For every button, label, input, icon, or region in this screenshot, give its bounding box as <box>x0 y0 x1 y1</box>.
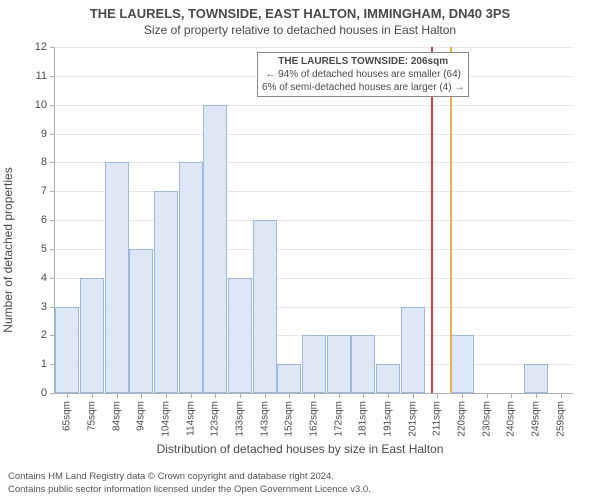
chart-title-main: THE LAURELS, TOWNSIDE, EAST HALTON, IMMI… <box>0 0 600 21</box>
x-tick-label: 75sqm <box>87 393 98 431</box>
chart-plot-area: 012345678910111265sqm75sqm84sqm94sqm104s… <box>54 47 573 394</box>
info-box-header: THE LAURELS TOWNSIDE: 206sqm <box>262 55 464 68</box>
info-box-line: ← 94% of detached houses are smaller (64… <box>262 68 464 81</box>
y-tick-label: 1 <box>17 358 55 370</box>
info-box: THE LAURELS TOWNSIDE: 206sqm← 94% of det… <box>257 52 469 97</box>
histogram-bar <box>228 278 252 393</box>
x-tick-label: 259sqm <box>555 393 566 437</box>
x-tick-label: 249sqm <box>531 393 542 437</box>
histogram-bar <box>351 335 375 393</box>
x-tick-label: 240sqm <box>506 393 517 437</box>
histogram-bar <box>401 307 425 394</box>
y-tick-label: 4 <box>17 272 55 284</box>
footer-line-1: Contains HM Land Registry data © Crown c… <box>8 471 371 483</box>
y-axis-label: Number of detached properties <box>1 85 15 250</box>
x-tick-label: 94sqm <box>136 393 147 431</box>
histogram-bar <box>105 162 129 393</box>
x-tick-label: 104sqm <box>161 393 172 437</box>
y-tick-label: 2 <box>17 329 55 341</box>
x-tick-label: 201sqm <box>407 393 418 437</box>
x-tick-label: 114sqm <box>185 393 196 436</box>
x-tick-label: 181sqm <box>358 393 369 437</box>
histogram-bar <box>524 364 548 393</box>
x-tick-label: 191sqm <box>383 393 394 437</box>
footer-line-2: Contains public sector information licen… <box>8 484 371 496</box>
x-tick-label: 65sqm <box>62 393 73 431</box>
info-box-line: 6% of semi-detached houses are larger (4… <box>262 81 464 94</box>
y-tick-label: 10 <box>17 99 55 111</box>
x-tick-label: 123sqm <box>210 393 221 437</box>
y-tick-label: 8 <box>17 156 55 168</box>
x-tick-label: 162sqm <box>309 393 320 437</box>
histogram-bar <box>203 105 227 393</box>
histogram-bar <box>253 220 277 393</box>
histogram-bar <box>450 335 474 393</box>
histogram-bar <box>154 191 178 393</box>
x-tick-label: 172sqm <box>333 393 344 437</box>
chart-title-sub: Size of property relative to detached ho… <box>0 21 600 37</box>
histogram-bar <box>80 278 104 393</box>
histogram-bar <box>327 335 351 393</box>
x-axis-label: Distribution of detached houses by size … <box>0 442 600 456</box>
x-tick-label: 211sqm <box>432 393 443 436</box>
histogram-bar <box>129 249 153 393</box>
y-tick-label: 7 <box>17 185 55 197</box>
reference-line <box>431 47 433 393</box>
y-tick-label: 6 <box>17 214 55 226</box>
footer-attribution: Contains HM Land Registry data © Crown c… <box>8 471 371 496</box>
histogram-bar <box>302 335 326 393</box>
x-tick-label: 220sqm <box>457 393 468 437</box>
y-tick-label: 3 <box>17 301 55 313</box>
histogram-bar <box>55 307 79 394</box>
x-tick-label: 133sqm <box>235 393 246 437</box>
histogram-bar <box>376 364 400 393</box>
x-tick-label: 152sqm <box>284 393 295 437</box>
x-tick-label: 230sqm <box>481 393 492 437</box>
x-tick-label: 143sqm <box>259 393 270 437</box>
x-tick-label: 84sqm <box>111 393 122 431</box>
y-tick-label: 9 <box>17 128 55 140</box>
y-tick-label: 5 <box>17 243 55 255</box>
y-tick-label: 11 <box>17 70 55 82</box>
y-tick-label: 12 <box>17 41 55 53</box>
reference-line <box>450 47 452 393</box>
histogram-bar <box>179 162 203 393</box>
histogram-bar <box>277 364 301 393</box>
y-tick-label: 0 <box>17 387 55 399</box>
